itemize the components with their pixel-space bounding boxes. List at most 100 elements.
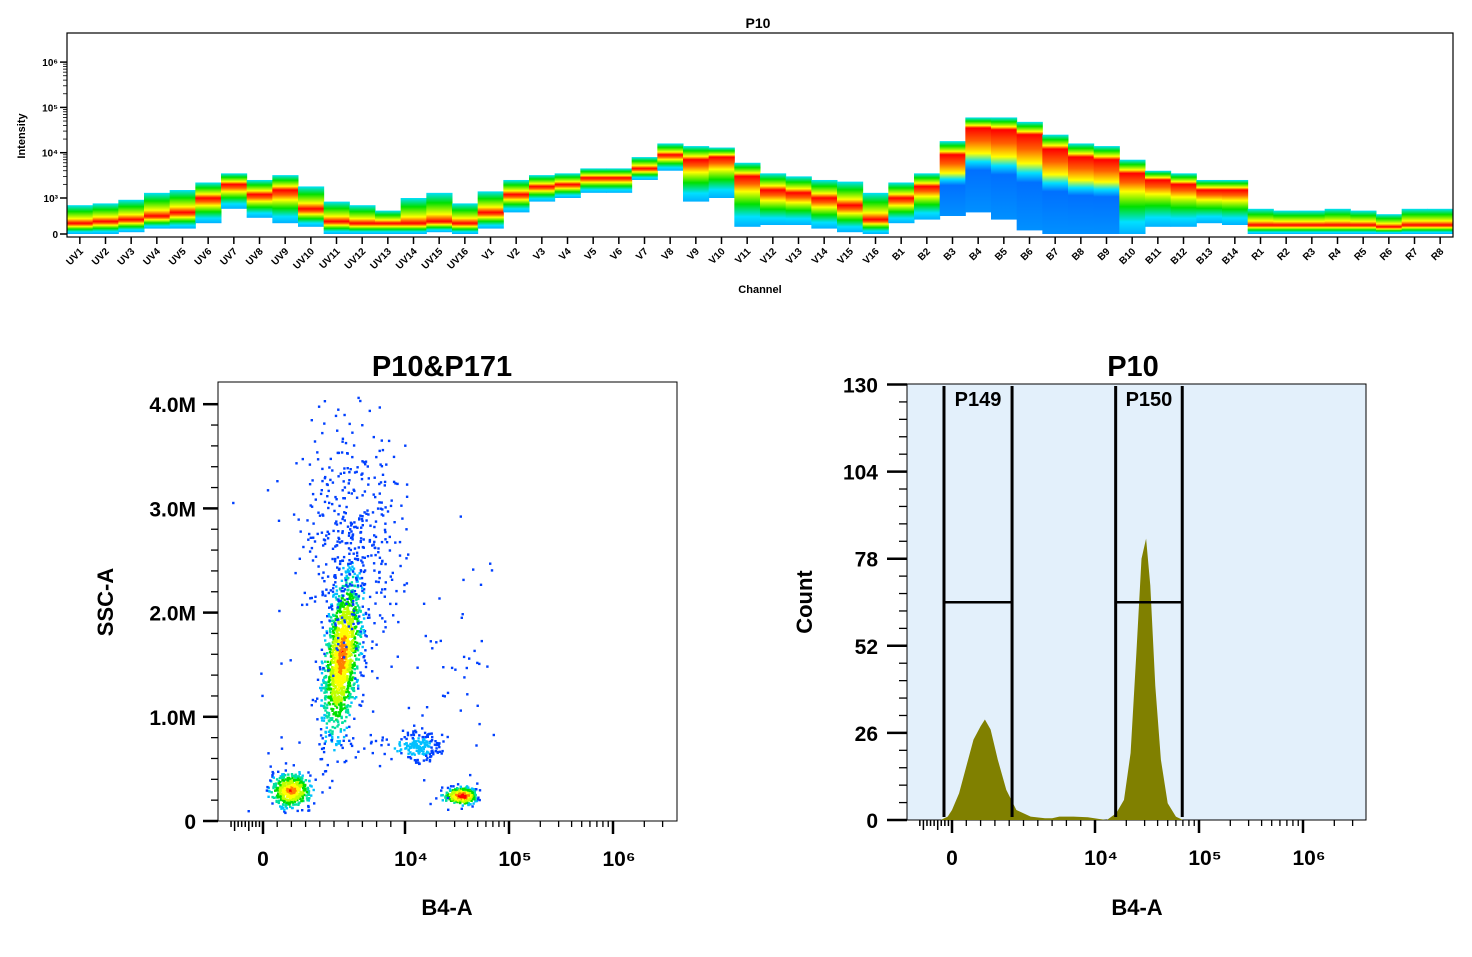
scatter-point	[355, 470, 358, 474]
scatter-point	[324, 770, 328, 773]
scatter-point	[406, 744, 409, 748]
spectrum-x-tick-label: V15	[836, 246, 857, 267]
scatter-point	[332, 621, 336, 624]
scatter-point	[311, 698, 315, 702]
scatter-point	[328, 677, 331, 680]
scatter-point	[295, 795, 298, 799]
scatter-point	[277, 792, 280, 795]
spectrum-x-tick-label: UV7	[218, 246, 240, 268]
scatter-point	[319, 728, 323, 731]
scatter-point	[278, 609, 281, 613]
scatter-point	[347, 562, 350, 566]
scatter-point	[445, 798, 448, 802]
scatter-point	[297, 775, 300, 778]
scatter-point	[345, 658, 348, 662]
scatter-point	[355, 696, 358, 699]
scatter-point	[331, 629, 335, 633]
scatter-point	[325, 534, 328, 537]
scatter-point	[294, 571, 297, 575]
scatter-point	[478, 789, 482, 792]
scatter-point	[336, 650, 339, 654]
scatter-point	[479, 583, 483, 586]
scatter-point	[323, 702, 327, 705]
scatter-point	[467, 789, 470, 792]
scatter-point	[381, 617, 384, 620]
scatter-point	[361, 524, 364, 527]
spectrum-y-tick-label: 10⁴	[42, 149, 58, 160]
scatter-point	[362, 629, 365, 632]
scatter-point	[345, 708, 348, 711]
scatter-point	[407, 755, 410, 759]
gate-p150[interactable]: P150	[1114, 386, 1184, 817]
scatter-point	[351, 538, 354, 541]
spectrum-column-b2	[914, 173, 941, 220]
scatter-point	[333, 711, 336, 714]
scatter-point	[361, 586, 364, 590]
scatter-point	[469, 803, 472, 806]
scatter-point	[351, 617, 355, 620]
scatter-point	[279, 784, 282, 787]
scatter-point	[324, 669, 327, 672]
spectrum-x-tick-label: V1	[480, 246, 497, 263]
scatter-point	[350, 524, 353, 527]
scatter-point	[459, 515, 462, 518]
scatter-point	[356, 630, 359, 633]
scatter-point	[299, 530, 302, 533]
scatter-point	[349, 626, 352, 630]
scatter-point	[290, 786, 293, 789]
histogram-y-tick-label: 26	[855, 723, 878, 746]
scatter-point	[343, 486, 347, 489]
spectrum-column-uv1	[67, 205, 94, 234]
scatter-point	[404, 747, 407, 750]
scatter-point	[446, 691, 450, 695]
scatter-point	[310, 704, 313, 707]
scatter-point	[460, 800, 464, 803]
scatter-point	[334, 495, 337, 499]
scatter-point	[459, 797, 462, 800]
scatter-x-tick-label: 10⁵	[498, 848, 531, 871]
scatter-point	[336, 556, 340, 559]
scatter-point	[392, 480, 396, 484]
scatter-point	[297, 778, 300, 782]
scatter-point	[334, 685, 337, 688]
scatter-point	[356, 649, 360, 652]
scatter-point	[412, 730, 415, 733]
scatter-point	[327, 696, 330, 699]
scatter-point	[326, 652, 329, 655]
gate-p149[interactable]: P149	[942, 386, 1014, 817]
scatter-point	[285, 786, 289, 789]
scatter-point	[363, 747, 366, 750]
scatter-point	[440, 789, 443, 792]
scatter-point	[291, 781, 294, 784]
scatter-point	[330, 635, 334, 638]
spectrum-x-tick-label: R6	[1378, 246, 1395, 263]
scatter-point	[351, 570, 355, 573]
scatter-point	[327, 532, 331, 536]
scatter-point	[310, 505, 314, 508]
scatter-point	[355, 551, 359, 554]
scatter-point	[336, 677, 339, 680]
histogram-x-tick-label: 10⁶	[1292, 847, 1325, 870]
scatter-point	[292, 791, 295, 795]
scatter-point	[335, 585, 338, 588]
scatter-point	[332, 648, 336, 652]
scatter-point	[299, 776, 303, 779]
spectrum-column-v10	[708, 147, 735, 198]
scatter-point	[277, 799, 281, 802]
scatter-point	[381, 508, 384, 511]
histogram-gates[interactable]: P149 P150	[942, 386, 1184, 817]
scatter-point	[337, 620, 340, 623]
scatter-point	[338, 666, 342, 669]
scatter-point	[331, 735, 334, 738]
scatter-point	[310, 419, 313, 422]
scatter-point	[293, 795, 297, 798]
scatter-point	[405, 582, 409, 585]
scatter-point	[452, 791, 455, 795]
histogram-area	[940, 538, 1183, 820]
scatter-point	[298, 786, 302, 789]
scatter-point	[412, 745, 416, 748]
scatter-point	[367, 477, 370, 480]
scatter-point	[348, 654, 351, 658]
spectrum-x-tick-label: UV2	[90, 246, 112, 268]
scatter-point	[376, 507, 380, 510]
